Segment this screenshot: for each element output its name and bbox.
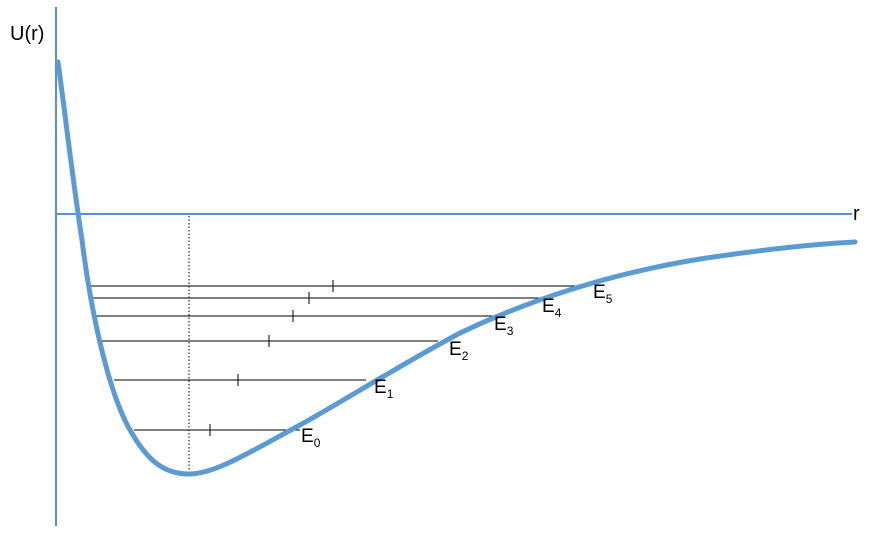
energy-level-label-1: E1	[374, 377, 394, 401]
energy-level-label-2: E2	[449, 339, 469, 363]
potential-curve	[55, 59, 858, 477]
energy-level-label-4: E4	[542, 296, 562, 320]
energy-level-labels: E0 E1 E2 E3 E4 E5	[301, 282, 613, 450]
x-axis-label: r	[853, 203, 860, 225]
energy-level-label-5: E5	[593, 282, 613, 306]
energy-level-label-3: E3	[494, 314, 514, 338]
energy-level-lines	[91, 280, 582, 436]
y-axis-label: U(r)	[10, 23, 44, 45]
energy-level-label-0: E0	[301, 426, 321, 450]
